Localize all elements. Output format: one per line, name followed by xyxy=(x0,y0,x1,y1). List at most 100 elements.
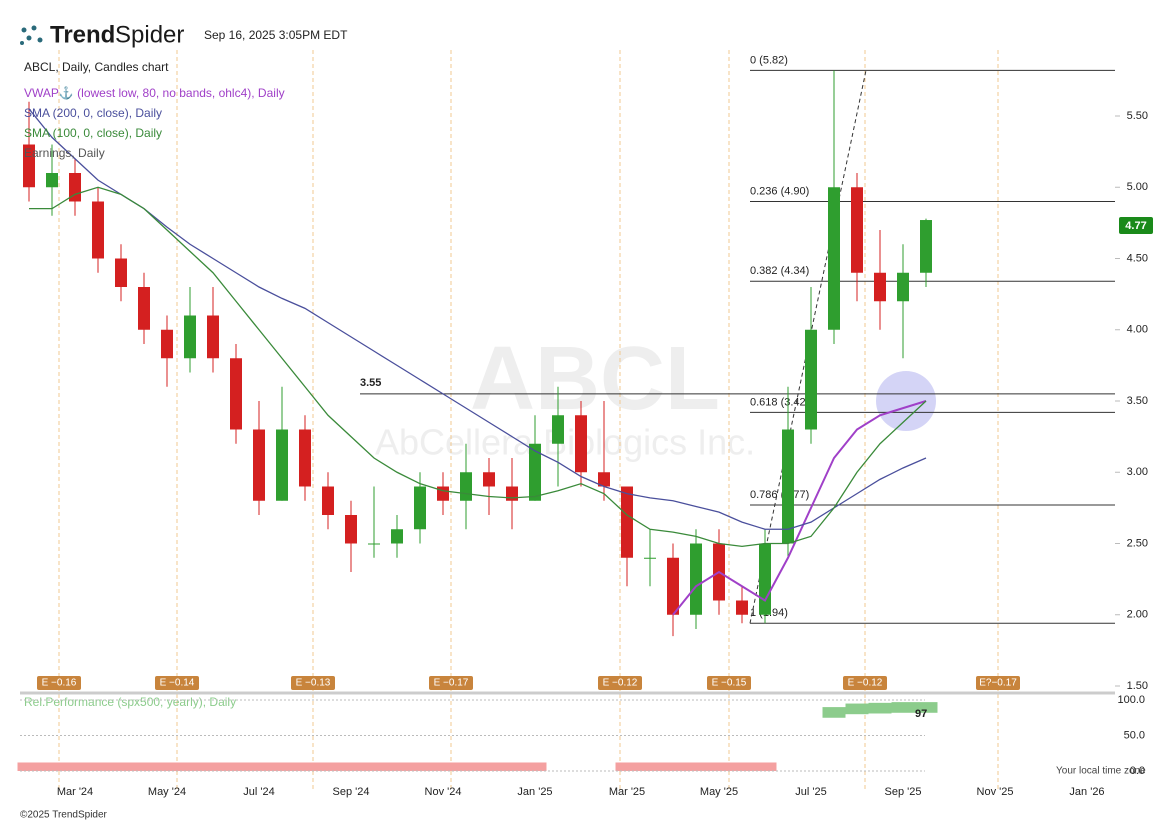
rel-perf-last: 97 xyxy=(915,708,927,720)
rel-perf-bar xyxy=(339,762,363,771)
candle-body xyxy=(690,543,702,615)
earnings-badge xyxy=(707,676,751,690)
rel-perf-bar xyxy=(454,762,478,771)
y2-tick-label: 100.0 xyxy=(1117,694,1145,706)
brand-bold: Trend xyxy=(50,21,115,48)
highlight xyxy=(876,371,936,431)
earnings-label: E?−0.17 xyxy=(979,678,1017,689)
candle-body xyxy=(529,443,541,501)
y-tick-label: 3.00 xyxy=(1127,466,1148,478)
candle-body xyxy=(368,543,380,545)
candle-body xyxy=(276,429,288,501)
candle-body xyxy=(851,187,863,273)
logo xyxy=(20,25,43,45)
y-tick-label: 3.50 xyxy=(1127,395,1148,407)
earnings-label: E −0.16 xyxy=(42,678,77,689)
candle-body xyxy=(69,173,81,202)
horizontal-line-label: 3.55 xyxy=(360,377,381,389)
x-tick-label: May '25 xyxy=(700,786,738,798)
earnings-badge xyxy=(976,676,1020,690)
rel-perf-bar xyxy=(109,762,133,771)
rel-perf-bar xyxy=(40,762,64,771)
rel-perf-bar xyxy=(477,762,501,771)
rel-perf-bar xyxy=(362,762,386,771)
candle-body xyxy=(506,486,518,501)
y-tick-label: 4.50 xyxy=(1127,252,1148,264)
rel-perf-bar xyxy=(615,762,639,771)
copyright: ©2025 TrendSpider xyxy=(20,810,108,821)
rel-perf-bar xyxy=(822,707,846,718)
rel-perf-bar xyxy=(891,702,915,713)
candle-body xyxy=(230,358,242,430)
x-tick-label: May '24 xyxy=(148,786,186,798)
rel-perf-bar xyxy=(845,703,869,715)
rel-perf-bar xyxy=(155,762,179,771)
candle-body xyxy=(138,287,150,330)
legend-entry: VWAP⚓ (lowest low, 80, no bands, ohlc4),… xyxy=(24,86,285,100)
candle-body xyxy=(345,515,357,544)
x-tick-label: Mar '25 xyxy=(609,786,645,798)
earnings-badge xyxy=(291,676,335,690)
earnings-label: E −0.14 xyxy=(160,678,195,689)
y-tick-label: 4.00 xyxy=(1127,324,1148,336)
rel-perf-bar xyxy=(500,762,524,771)
rel-perf-bar xyxy=(224,762,248,771)
y2-tick-label: 50.0 xyxy=(1124,729,1145,741)
rel-perf-bar xyxy=(132,762,156,771)
candle-body xyxy=(667,557,679,615)
candle-body xyxy=(897,272,909,302)
y-tick-label: 1.50 xyxy=(1127,680,1148,692)
rel-perf-bar xyxy=(293,762,317,771)
brand-light: Spider xyxy=(115,21,184,48)
chart-title: ABCL, Daily, Candles chart xyxy=(24,60,169,74)
rel-perf-bar xyxy=(86,762,110,771)
x-tick-label: Sep '24 xyxy=(333,786,370,798)
x-tick-label: Jul '24 xyxy=(243,786,274,798)
earnings-badge xyxy=(598,676,642,690)
rel-perf-bar xyxy=(638,762,662,771)
fib-label: 0 (5.82) xyxy=(750,54,788,66)
fib-label: 0.382 (4.34) xyxy=(750,265,809,277)
x-tick-label: Jul '25 xyxy=(795,786,826,798)
timezone: Your local time zone xyxy=(1056,766,1146,777)
rel-perf-bar xyxy=(914,702,938,713)
x-tick-label: Mar '24 xyxy=(57,786,93,798)
earnings-badge xyxy=(429,676,473,690)
candle-body xyxy=(874,272,886,302)
candle-body xyxy=(299,429,311,487)
earnings-badge xyxy=(843,676,887,690)
y-tick-label: 2.50 xyxy=(1127,537,1148,549)
timestamp: Sep 16, 2025 3:05PM EDT xyxy=(204,28,348,42)
price-badge xyxy=(1119,217,1153,234)
earnings-label: E −0.13 xyxy=(296,678,331,689)
candle-body xyxy=(805,329,817,430)
rel-perf-bar xyxy=(661,762,685,771)
indicator-line xyxy=(28,108,927,530)
candle-body xyxy=(621,486,633,558)
candle-body xyxy=(460,472,472,501)
y-tick-label: 5.50 xyxy=(1127,110,1148,122)
candle-body xyxy=(759,543,771,615)
rel-perf-bar xyxy=(523,762,547,771)
earnings-label: E −0.12 xyxy=(603,678,638,689)
legend-entry: SMA (200, 0, close), Daily xyxy=(24,106,162,120)
rel-perf-bar xyxy=(178,762,202,771)
candle-body xyxy=(483,472,495,487)
fib-label: 0.618 (3.42) xyxy=(750,396,809,408)
legend-entry: SMA (100, 0, close), Daily xyxy=(24,126,162,140)
rel-perf-bar xyxy=(247,762,271,771)
candle-body xyxy=(644,557,656,559)
legend-entry: Rel.Performance (spx500, yearly), Daily xyxy=(24,695,236,709)
candle-body xyxy=(46,173,58,188)
x-tick-label: Jan '26 xyxy=(1069,786,1104,798)
earnings-badge xyxy=(37,676,81,690)
watermark-name: AbCellera Biologics Inc. xyxy=(375,422,755,463)
candle-body xyxy=(920,220,932,273)
watermark-ticker: ABCL xyxy=(470,329,720,429)
x-tick-label: Nov '24 xyxy=(425,786,462,798)
candle-body xyxy=(184,315,196,359)
rel-perf-bar xyxy=(707,762,731,771)
fib-label: 0.786 (2.77) xyxy=(750,489,809,501)
earnings-badge xyxy=(155,676,199,690)
